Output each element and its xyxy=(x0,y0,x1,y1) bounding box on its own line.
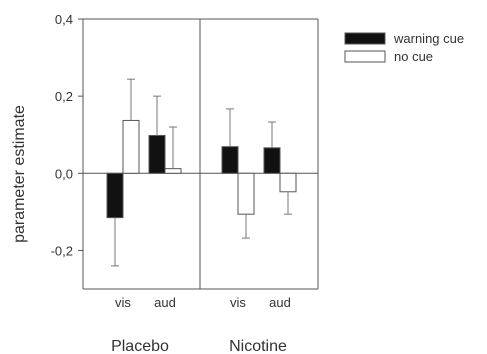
y-tick-label: 0,0 xyxy=(55,166,73,181)
bar-no-cue-3 xyxy=(279,172,297,193)
bar-warning-cue-3 xyxy=(263,147,281,174)
bar-no-cue-0 xyxy=(122,119,140,174)
bar-warning-cue-1 xyxy=(148,134,166,174)
y-tick-label: 0,2 xyxy=(55,89,73,104)
legend-label-no-cue: no cue xyxy=(394,49,433,64)
bar-no-cue-1 xyxy=(164,168,182,174)
bar-no-cue-2 xyxy=(237,172,255,215)
x-category-label: aud xyxy=(154,295,176,310)
bar-warning-cue-0 xyxy=(106,172,124,219)
x-category-label: vis xyxy=(115,295,131,310)
x-category-label: vis xyxy=(230,295,246,310)
group-label-placebo: Placebo xyxy=(111,338,169,354)
y-axis-label: parameter estimate xyxy=(11,105,28,243)
y-tick-label: -0,2 xyxy=(51,243,73,258)
x-category-label: aud xyxy=(269,295,291,310)
y-tick-label: 0,4 xyxy=(55,12,73,27)
group-label-nicotine: Nicotine xyxy=(229,338,287,354)
legend: warning cue no cue xyxy=(344,31,464,64)
legend-swatch-warning-cue xyxy=(344,32,386,45)
legend-swatch-no-cue xyxy=(344,50,386,63)
legend-label-warning-cue: warning cue xyxy=(393,31,464,46)
bar-warning-cue-2 xyxy=(221,146,239,174)
